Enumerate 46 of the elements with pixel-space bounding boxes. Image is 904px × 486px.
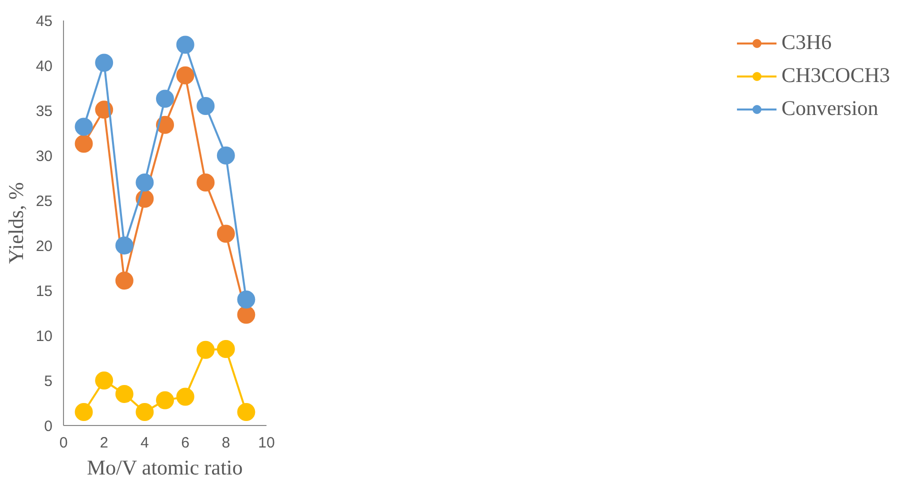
y-tick-label: 35 [36, 103, 53, 120]
point [196, 174, 215, 192]
point [196, 97, 215, 115]
point [176, 66, 194, 84]
point [216, 340, 235, 358]
point [156, 391, 174, 410]
point [237, 306, 256, 324]
point [136, 174, 154, 192]
point [115, 272, 134, 290]
point [216, 146, 235, 164]
point [74, 134, 93, 153]
y-tick-label: 5 [44, 373, 52, 390]
y-tick-label: 30 [36, 148, 53, 165]
y-tick-label: 0 [44, 418, 52, 435]
x-tick-label: 2 [100, 434, 108, 452]
y-tick-label: 20 [36, 238, 53, 255]
x-tick-label: 8 [222, 434, 230, 452]
point [74, 403, 93, 421]
y-tick-label: 45 [36, 13, 53, 30]
y-axis-title: Yields, % [4, 182, 28, 264]
x-tick-label: 10 [258, 434, 275, 452]
point [237, 403, 256, 421]
point [156, 116, 174, 134]
point [95, 372, 114, 390]
point [115, 236, 134, 254]
point [136, 403, 154, 421]
legend-label: Conversion [781, 96, 878, 121]
y-tick-label: 25 [36, 193, 53, 210]
point [237, 290, 256, 308]
point [176, 36, 194, 54]
point [196, 340, 215, 359]
x-axis-title: Mo/V atomic ratio [86, 456, 243, 480]
x-tick-label: 6 [181, 434, 190, 452]
legend-label: CH3COCH3 [781, 63, 890, 88]
point [156, 90, 174, 108]
x-tick-label: 0 [59, 434, 68, 452]
legend-label: C3H6 [781, 30, 832, 55]
y-tick-label: 10 [36, 328, 53, 345]
point [115, 385, 134, 403]
x-tick-label: 4 [140, 434, 149, 452]
point [95, 54, 114, 72]
point [74, 118, 93, 136]
y-tick-label: 15 [36, 283, 53, 300]
point [216, 224, 235, 243]
point [176, 388, 194, 406]
y-tick-label: 40 [36, 58, 53, 75]
